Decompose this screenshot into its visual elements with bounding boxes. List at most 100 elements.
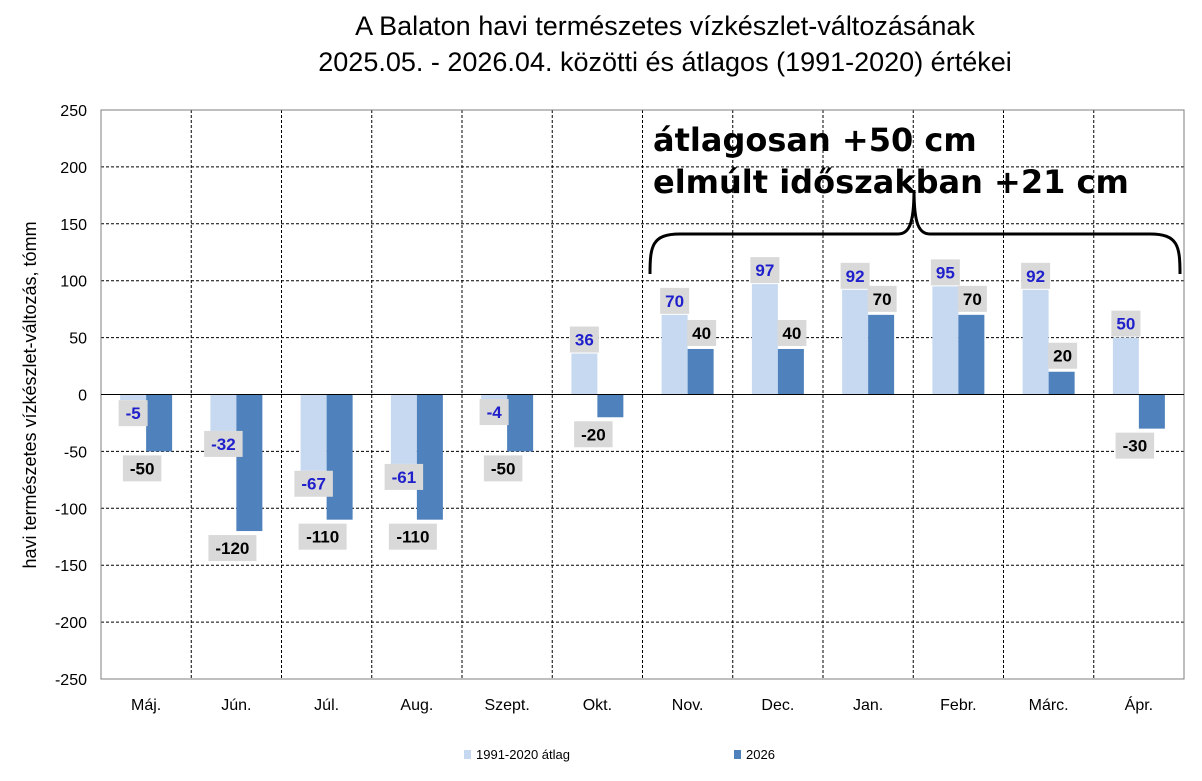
data-label-box: [294, 470, 333, 497]
data-label-current: 20: [1053, 347, 1072, 366]
legend-swatch: [464, 750, 471, 759]
legend-label: 1991-2020 átlag: [476, 747, 570, 762]
data-label-current: 70: [963, 290, 982, 309]
bar-avg: [210, 394, 237, 431]
data-label-box: [867, 285, 897, 312]
y-tick-label: 250: [60, 103, 87, 120]
data-label-box: [1021, 262, 1051, 289]
data-label-avg: -67: [301, 475, 326, 494]
data-label-avg: 95: [936, 263, 955, 282]
data-label-box: [660, 287, 690, 314]
data-label-box: [574, 421, 613, 448]
chart-title-line-1: A Balaton havi természetes vízkészlet-vá…: [355, 11, 975, 41]
y-tick-label: -100: [55, 501, 87, 518]
axes: 250 200 150 100 50 0 -50 -100 -150 -200 -250 Máj. Jú…: [20, 103, 1184, 714]
data-label-box: [483, 455, 523, 482]
bar-avg: [120, 394, 147, 401]
bar-current: [146, 394, 173, 452]
data-label-box: [930, 259, 960, 286]
bar-avg: [842, 289, 869, 395]
data-label-current: -50: [130, 459, 155, 478]
data-label-box: [118, 400, 148, 427]
annotation: átlagosan +50 cm elmúlt időszakban +21 cm: [648, 121, 1182, 275]
data-label-box: [1111, 310, 1141, 337]
bar-avg: [1022, 289, 1049, 395]
data-label-box: [957, 285, 987, 312]
data-label-box: [388, 523, 437, 550]
data-label-current: -110: [396, 528, 429, 547]
x-tick-label: Szept.: [484, 697, 529, 714]
bar-current: [236, 394, 263, 532]
bar-avg: [571, 353, 598, 395]
y-tick-label: 100: [60, 274, 87, 291]
data-label-avg: 97: [755, 261, 774, 280]
data-label-current: 40: [782, 324, 801, 343]
annotation-line: átlagosan +50 cm: [653, 121, 977, 159]
legend-label: 2026: [746, 747, 775, 762]
bar-current: [777, 348, 804, 395]
x-tick-label: Okt.: [583, 697, 612, 714]
data-label-avg: -32: [211, 435, 236, 454]
y-tick-label: 50: [69, 331, 87, 348]
data-label-box: [1115, 432, 1155, 459]
data-label-current: -110: [306, 528, 339, 547]
x-tick-label: Jún.: [221, 697, 251, 714]
bar-avg: [1112, 337, 1139, 395]
bar-current: [687, 348, 714, 395]
data-label-avg: -5: [126, 404, 141, 423]
data-label-box: [777, 319, 807, 346]
data-label-box: [384, 463, 424, 490]
data-label-avg: 92: [1026, 267, 1045, 286]
bar-avg: [300, 394, 327, 471]
data-label-current: 40: [692, 324, 711, 343]
x-tick-label: Nov.: [672, 697, 704, 714]
bar-current: [1048, 371, 1075, 395]
x-tick-label: Aug.: [400, 697, 433, 714]
bar-avg: [932, 286, 959, 395]
y-tick-label: 150: [60, 217, 87, 234]
y-tick-label: 200: [60, 160, 87, 177]
data-label-box: [298, 523, 347, 550]
x-tick-label: Ápr.: [1125, 695, 1153, 714]
x-tick-label: Júl.: [314, 697, 339, 714]
x-tick-label: Jan.: [853, 697, 883, 714]
data-label-box: [687, 319, 717, 346]
bar-current: [1138, 394, 1165, 429]
data-label-avg: 36: [575, 331, 594, 350]
data-label-current: -30: [1123, 437, 1148, 456]
y-tick-label: 0: [78, 388, 87, 405]
bar-current: [868, 314, 895, 395]
chart-title-line-2: 2025.05. - 2026.04. közötti és átlagos (…: [318, 47, 1012, 77]
data-label-box: [204, 430, 243, 457]
x-tick-label: Dec.: [761, 697, 794, 714]
data-label-current: 70: [873, 290, 892, 309]
bar-current: [597, 394, 624, 418]
bracket: [648, 189, 1182, 275]
data-label-avg: -61: [392, 468, 417, 487]
data-label-current: -120: [215, 539, 249, 558]
bar-avg: [751, 284, 778, 395]
bar-current: [507, 394, 534, 452]
data-label-box: [1048, 342, 1078, 369]
x-tick-label: Márc.: [1029, 697, 1069, 714]
legend-swatch: [734, 750, 741, 759]
bar-avg: [390, 394, 417, 464]
bar-current: [326, 394, 353, 520]
bar-avg: [481, 394, 508, 400]
bar-current: [958, 314, 985, 395]
data-label-box: [208, 535, 257, 562]
data-labels: -5 -50 -32 -120 -67 -110 -61 -110 -4 -50 36 -20 70 40…: [118, 257, 1155, 562]
bar-avg: [661, 314, 688, 395]
y-axis-title: havi természetes vízkészlet-változás, tó…: [20, 221, 40, 568]
data-label-avg: 50: [1116, 315, 1135, 334]
bars: [120, 284, 1165, 532]
data-label-current: -50: [491, 459, 516, 478]
data-label-avg: 70: [665, 292, 684, 311]
data-label-box: [750, 257, 780, 284]
annotation-line: elmúlt időszakban +21 cm: [653, 163, 1129, 201]
y-tick-label: -200: [55, 615, 87, 632]
y-tick-label: -150: [55, 558, 87, 575]
data-label-box: [479, 399, 509, 426]
y-tick-label: -50: [64, 444, 87, 461]
y-tick-label: -250: [55, 672, 87, 689]
